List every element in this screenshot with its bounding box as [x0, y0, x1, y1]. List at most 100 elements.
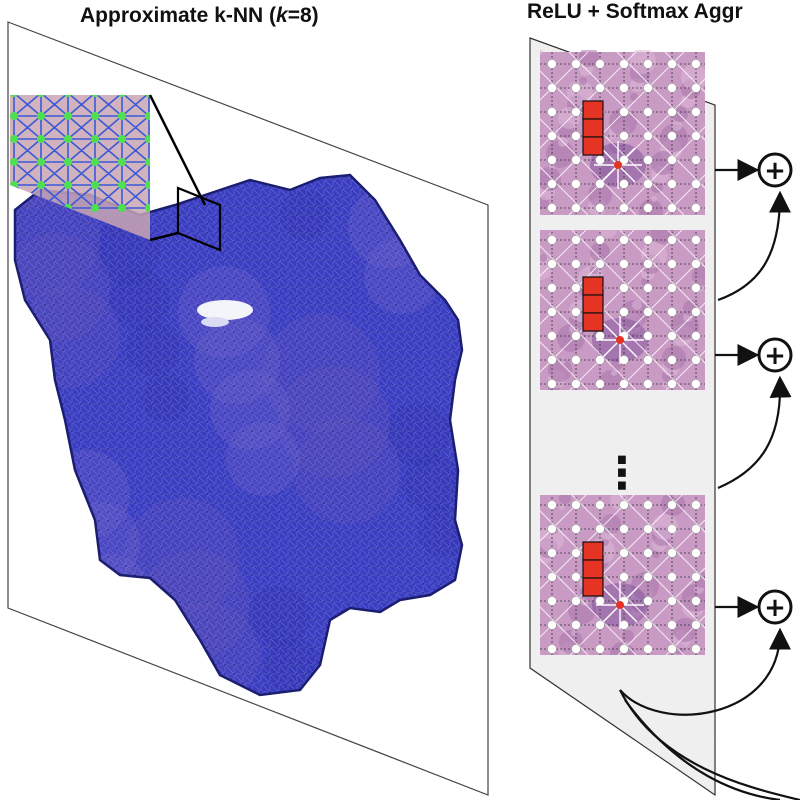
- he-graph-node: [595, 259, 605, 269]
- aggregation-curve: [624, 699, 781, 800]
- he-graph-node: [619, 524, 629, 534]
- he-graph-node: [691, 235, 701, 245]
- feature-vector-cell: [582, 100, 604, 120]
- he-graph-node: [691, 331, 701, 341]
- zoom-callout-line: [148, 94, 207, 206]
- feature-vector-cell: [582, 276, 604, 296]
- zoom-graph-node: [118, 204, 126, 212]
- he-graph-node: [643, 644, 653, 654]
- he-graph-node: [643, 235, 653, 245]
- he-graph-node: [643, 572, 653, 582]
- he-graph-node: [547, 203, 557, 213]
- feature-vector-cell: [582, 136, 604, 156]
- zoom-graph-node: [145, 66, 153, 74]
- he-graph-node: [691, 596, 701, 606]
- he-graph-node: [571, 548, 581, 558]
- he-graph-node: [691, 644, 701, 654]
- he-graph-node: [547, 331, 557, 341]
- he-graph-node: [643, 379, 653, 389]
- he-graph-node: [667, 307, 677, 317]
- he-graph-node: [643, 548, 653, 558]
- he-graph-node: [595, 644, 605, 654]
- center-neighbor-edge: [619, 339, 638, 358]
- he-texture: [673, 618, 697, 642]
- he-graph-node: [547, 307, 557, 317]
- he-graph-node: [619, 644, 629, 654]
- zoom-graph-node: [91, 158, 99, 166]
- he-graph-node: [691, 620, 701, 630]
- he-patch-tile: [540, 50, 705, 215]
- he-graph-node: [619, 572, 629, 582]
- he-texture: [540, 197, 549, 209]
- he-graph-node: [571, 259, 581, 269]
- zoom-graph-node: [145, 181, 150, 189]
- he-texture: [692, 266, 705, 286]
- he-texture: [673, 495, 679, 498]
- he-texture: [681, 64, 705, 90]
- tissue-patch: [386, 402, 450, 466]
- he-graph-node: [619, 355, 629, 365]
- tissue-patch: [15, 182, 100, 296]
- he-graph-node: [595, 379, 605, 389]
- he-texture: [540, 254, 547, 262]
- he-texture: [662, 382, 668, 388]
- he-graph-node: [619, 59, 629, 69]
- he-graph-node: [667, 572, 677, 582]
- he-texture: [579, 50, 599, 67]
- he-graph-node: [643, 331, 653, 341]
- zoom-graph-node: [118, 112, 126, 120]
- he-graph-node: [643, 203, 653, 213]
- he-graph-node: [547, 59, 557, 69]
- he-graph-node: [571, 331, 581, 341]
- title-left-suffix: =8): [287, 4, 319, 27]
- plus-circle-icon: +: [757, 152, 793, 188]
- zoom-graph-node: [145, 158, 150, 166]
- center-neighbor-edge: [619, 322, 638, 341]
- he-graph-node: [691, 283, 701, 293]
- he-texture: [579, 77, 587, 85]
- he-graph-node: [547, 259, 557, 269]
- zoom-graph-node: [91, 204, 99, 212]
- zoom-graph-node: [118, 158, 126, 166]
- he-texture: [609, 108, 637, 136]
- he-graph-node: [691, 572, 701, 582]
- he-graph-node: [643, 500, 653, 510]
- he-graph-node: [619, 500, 629, 510]
- he-graph-node: [643, 524, 653, 534]
- zoom-graph-node: [118, 181, 126, 189]
- he-graph-node: [595, 59, 605, 69]
- zoom-graph-node: [145, 204, 150, 212]
- he-graph-node: [619, 83, 629, 93]
- zoom-graph-node: [145, 135, 150, 143]
- he-graph-node: [643, 620, 653, 630]
- feature-vector-cell: [582, 577, 604, 597]
- tissue-patch: [402, 454, 460, 512]
- center-neighbor-edge: [602, 339, 621, 358]
- he-graph-node: [547, 155, 557, 165]
- he-graph-node: [571, 131, 581, 141]
- aggregation-curve: [717, 190, 791, 302]
- center-neighbor-edge: [617, 164, 636, 183]
- he-graph-node: [667, 155, 677, 165]
- tissue-patch: [110, 270, 170, 330]
- plus-circle-icon: +: [757, 589, 793, 625]
- he-graph-node: [547, 379, 557, 389]
- he-texture: [672, 121, 682, 131]
- he-graph-node: [571, 355, 581, 365]
- zoom-graph-node: [91, 112, 99, 120]
- he-graph-node: [547, 235, 557, 245]
- he-graph-node: [667, 548, 677, 558]
- he-graph-node: [667, 379, 677, 389]
- plus-circle-icon: +: [757, 337, 793, 373]
- he-graph-node: [667, 59, 677, 69]
- tissue-patch: [262, 314, 380, 432]
- he-graph-node: [643, 59, 653, 69]
- he-graph-node: [547, 524, 557, 534]
- he-graph-node: [571, 596, 581, 606]
- he-graph-node: [643, 307, 653, 317]
- zoom-graph-node: [64, 158, 72, 166]
- he-graph-node: [619, 283, 629, 293]
- he-graph-node: [667, 331, 677, 341]
- he-graph-node: [667, 500, 677, 510]
- he-graph-node: [547, 283, 557, 293]
